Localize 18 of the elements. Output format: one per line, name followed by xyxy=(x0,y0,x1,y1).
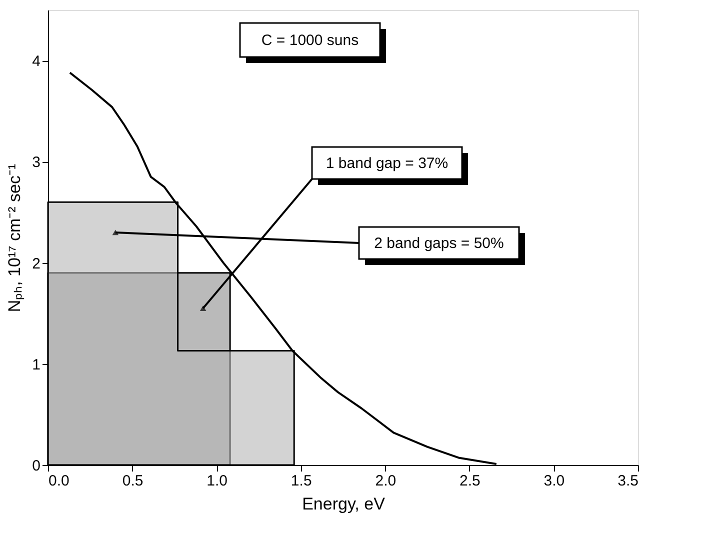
y-tick-label: 4 xyxy=(32,53,40,70)
x-tick-label: 2.0 xyxy=(375,472,396,490)
y-tick-label: 3 xyxy=(32,154,40,172)
x-axis-title: Energy, eV xyxy=(302,494,386,514)
x-tick-label: 1.0 xyxy=(206,472,228,490)
x-tick-label: 0.0 xyxy=(48,472,70,490)
y-tick-label: 1 xyxy=(32,356,40,374)
x-tick-label: 0.5 xyxy=(122,472,144,490)
x-tick-label: 3.5 xyxy=(618,472,638,490)
annotation: C = 1000 suns xyxy=(261,32,359,49)
x-tick-label: 3.0 xyxy=(544,472,565,490)
x-tick-label: 1.5 xyxy=(290,472,312,490)
annotation: 2 band gaps = 50% xyxy=(374,235,504,252)
y-tick-label: 2 xyxy=(32,255,40,272)
y-axis-title: Nₚₕ, 10¹⁷ cm⁻² sec⁻¹ xyxy=(5,164,26,312)
annotation: 1 band gap = 37% xyxy=(326,155,448,172)
x-tick-label: 2.5 xyxy=(460,472,480,490)
y-tick-label: 0 xyxy=(32,458,40,474)
